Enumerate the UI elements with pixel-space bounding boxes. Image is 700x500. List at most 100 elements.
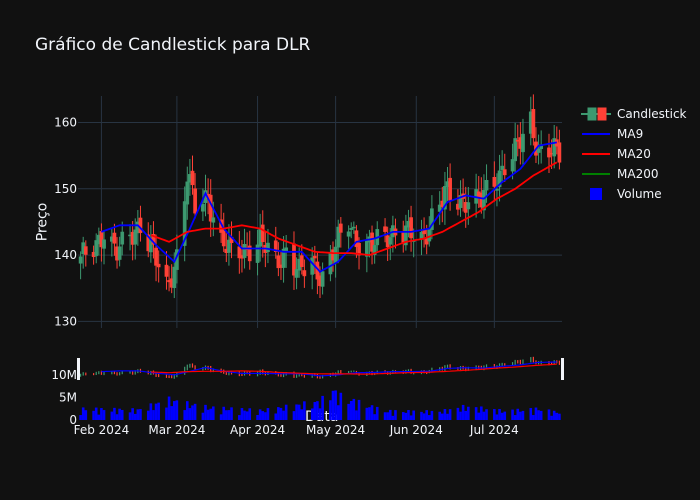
volume-bar	[388, 409, 392, 420]
legend-item-ma200[interactable]: MA200	[576, 164, 687, 184]
range-slider-right-handle	[561, 358, 564, 380]
candle-body	[354, 230, 359, 248]
volume-bar	[355, 410, 358, 420]
volume-bar	[292, 411, 296, 420]
volume-bar	[539, 410, 543, 420]
candle-body	[78, 256, 83, 264]
candle-body	[242, 243, 247, 258]
volume-bar	[365, 407, 369, 420]
volume-bar	[459, 411, 462, 420]
axis-tick-labels: 130 140 150 160 0 5M 10M Feb 2024 Mar 2024 Apr 20…	[51, 116, 518, 437]
line-swatch-icon	[576, 144, 616, 164]
candle-body	[437, 204, 442, 212]
candle-body	[458, 195, 463, 208]
volume-bar	[97, 414, 101, 420]
volume-bar	[448, 409, 452, 420]
volume-bar	[349, 400, 353, 420]
volume-bar	[329, 400, 332, 420]
date-tick-label: Mar 2024	[148, 423, 205, 437]
volume-bar	[441, 413, 444, 420]
volume-bar	[84, 410, 88, 420]
candle-body	[495, 188, 499, 191]
candle-body	[102, 239, 106, 249]
candle-body	[255, 244, 260, 263]
volume-bar	[115, 414, 119, 420]
range-slider-preview[interactable]	[77, 356, 564, 380]
date-tick-label: Feb 2024	[74, 423, 130, 437]
volume-bar	[412, 410, 415, 420]
candle-body	[266, 242, 270, 253]
legend-item-ma9[interactable]: MA9	[576, 124, 687, 144]
volume-bar	[248, 408, 252, 420]
volume-bar	[368, 407, 371, 420]
volume-bar	[204, 404, 207, 420]
legend-item-candlestick[interactable]: Candlestick	[576, 104, 687, 124]
volume-bar	[256, 415, 259, 420]
candle-body	[521, 133, 525, 153]
candle-body	[484, 180, 489, 191]
candle-body	[320, 271, 325, 287]
volume-bar	[425, 410, 428, 420]
volume-bar	[139, 409, 142, 420]
volume-bar	[230, 407, 233, 420]
volume-bar	[183, 410, 186, 420]
volume-bar	[339, 392, 343, 420]
legend-item-volume[interactable]: Volume	[576, 184, 687, 204]
volume-bar	[446, 413, 449, 420]
volume-bar	[102, 410, 106, 420]
volume-bar	[297, 404, 301, 420]
price-tick-label: 140	[54, 248, 77, 262]
candle-body	[273, 240, 278, 253]
candle-body	[260, 224, 265, 242]
volume-bar	[92, 410, 95, 420]
candle-body	[409, 217, 413, 239]
volume-bar	[245, 411, 249, 420]
volume-bar	[321, 395, 324, 420]
volume-bar	[79, 415, 82, 420]
candle-body	[333, 246, 338, 264]
volume-bar	[94, 407, 98, 420]
volume-bar	[243, 410, 246, 420]
candle-body	[193, 188, 197, 214]
volume-bar	[206, 409, 210, 420]
volume-bar	[430, 410, 434, 420]
volume-bar	[81, 407, 85, 420]
volume-bar	[113, 407, 116, 420]
candle-body	[383, 226, 387, 232]
chart-title: Gráfico de Candlestick para DLR	[35, 35, 311, 55]
volume-bar	[172, 401, 176, 420]
legend-item-ma20[interactable]: MA20	[576, 144, 687, 164]
volume-bar	[495, 414, 499, 420]
candle-body	[547, 147, 551, 158]
volume-bar	[191, 405, 194, 420]
volume-bar	[284, 404, 288, 420]
price-tick-label: 130	[54, 314, 77, 328]
legend-label: MA20	[617, 147, 651, 161]
candle-body	[370, 232, 374, 252]
volume-bar	[438, 411, 441, 420]
price-tick-label: 150	[54, 182, 77, 196]
volume-bar	[128, 412, 132, 420]
candle-body	[338, 223, 343, 233]
volume-bar	[331, 390, 335, 420]
candle-body	[302, 270, 307, 277]
volume-bar	[300, 409, 304, 420]
volume-bar	[516, 408, 520, 420]
candle-body	[357, 242, 361, 256]
volume-bar	[227, 410, 231, 420]
candle-body	[552, 138, 557, 157]
volume-bar	[443, 409, 447, 420]
volume-bar	[266, 408, 270, 420]
volume-bar	[274, 413, 278, 420]
volume-bar	[480, 406, 483, 420]
line-swatch-icon	[576, 164, 616, 184]
volume-bar	[185, 401, 189, 420]
volume-bar	[503, 411, 507, 420]
candle-body	[182, 201, 187, 246]
volume-bar	[555, 412, 559, 420]
candle-body	[466, 202, 471, 210]
volume-bar	[154, 403, 158, 420]
volume-bar	[118, 408, 121, 420]
volume-bar	[277, 407, 280, 420]
